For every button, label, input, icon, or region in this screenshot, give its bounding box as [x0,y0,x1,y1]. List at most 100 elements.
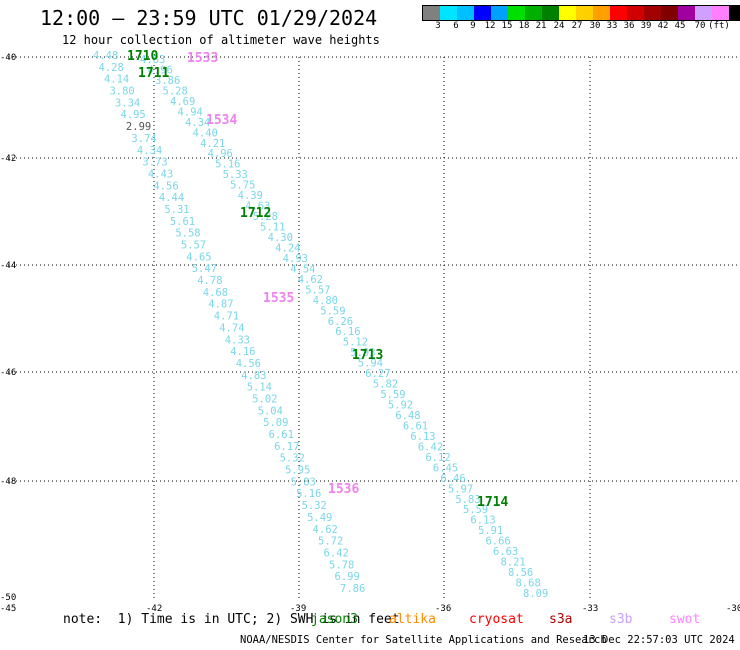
swh-value-label: 5.94 [358,358,383,370]
swh-value-label: 4.96 [148,64,173,76]
color-legend-label: 6 [453,21,459,31]
color-swatch [559,6,576,20]
x-tick-label: -30 [726,604,740,614]
pass-time-label: 1714 [477,495,508,510]
swh-value-label: 6.17 [274,441,299,453]
page-title: 12:00 – 23:59 UTC 01/29/2024 [40,6,378,30]
swh-value-label: 4.63 [245,201,270,213]
swh-value-label: 6.16 [335,326,360,338]
y-tick-label: -46 [0,368,16,378]
swh-value-label: 5.58 [175,228,200,240]
swh-value-label: 5.82 [373,379,398,391]
color-swatch [678,6,695,20]
swh-value-label: 4.94 [178,106,203,118]
swh-value-label: 5.95 [285,465,310,477]
color-swatch [423,6,440,20]
swh-value-label: 5.57 [305,284,330,296]
swh-value-label: 4.54 [290,263,315,275]
satellite-legend-swot: swot [669,612,701,627]
swh-value-label: 6.61 [269,429,294,441]
swh-value-label: 4.83 [241,370,266,382]
footer-note: note: 1) Time is in UTC; 2) SWH is in fe… [63,612,400,627]
swh-value-label: 6.66 [485,536,510,548]
swh-value-label: 4.34 [137,145,162,157]
color-swatch [491,6,508,20]
swh-value-label: 5.61 [170,216,195,228]
swh-value-label: 5.14 [247,382,272,394]
color-swatch [474,6,491,20]
color-legend-unit: (ft) [708,21,730,31]
swh-value-label: 6.42 [418,441,443,453]
swh-value-label: 4.30 [268,232,293,244]
swh-value-label: 4.62 [298,274,323,286]
swh-value-label: 5.91 [478,525,503,537]
swh-value-label: 5.09 [263,417,288,429]
swh-value-label: 5.59 [380,389,405,401]
swh-value-label: 5.02 [252,393,277,405]
swh-value-label: 4.87 [208,299,233,311]
satellite-legend-s3b: s3b [609,612,633,627]
swh-value-label: 8.09 [523,588,548,600]
swh-value-label: 4.24 [275,242,300,254]
swh-value-label: 4.96 [208,148,233,160]
swh-value-label: 5.93 [350,347,375,359]
swh-value-label: 4.21 [200,138,225,150]
x-tick-label: -33 [582,604,598,614]
swh-value-label: 4.71 [214,311,239,323]
color-swatch [576,6,593,20]
x-tick-label: -42 [146,604,162,614]
swh-value-label: 3.74 [131,133,156,145]
swh-value-label: 6.46 [440,473,465,485]
y-tick-label: -42 [0,154,16,164]
pass-time-label: 1710 [127,49,158,64]
color-legend-label: 21 [535,21,547,31]
swh-value-label: 5.04 [258,405,283,417]
color-legend-label: 3 [435,21,441,31]
y-tick-label: -50 [0,593,16,603]
y-tick-label: -40 [0,53,16,63]
color-swatch [729,6,740,20]
color-swatch [661,6,678,20]
pass-time-label: 1713 [352,348,383,363]
pass-time-label: 1535 [263,291,294,306]
color-legend-label: 45 [674,21,686,31]
swh-value-label: 6.27 [365,368,390,380]
color-legend-label: 9 [470,21,476,31]
swh-value-label: 4.78 [197,275,222,287]
color-swatch [593,6,610,20]
swh-value-label: 6.45 [433,462,458,474]
credit-text: NOAA/NESDIS Center for Satellite Applica… [240,634,607,646]
swh-value-label: 4.43 [148,168,173,180]
swh-value-label: 4.93 [283,253,308,265]
swh-value-label: 5.16 [296,488,321,500]
x-tick-label: -36 [435,604,451,614]
swh-value-label: 5.31 [164,204,189,216]
color-swatch [610,6,627,20]
swh-value-label: 4.83 [140,54,165,66]
swh-value-label: 4.44 [159,192,184,204]
swh-value-label: 4.95 [120,109,145,121]
page-subtitle: 12 hour collection of altimeter wave hei… [62,33,380,47]
swh-value-label: 5.75 [230,180,255,192]
color-swatch [508,6,525,20]
color-swatch [525,6,542,20]
swh-value-label: 4.69 [170,96,195,108]
swh-value-label: 5.12 [343,337,368,349]
swh-value-label: 5.28 [163,85,188,97]
pass-time-label: 1534 [206,113,237,128]
swh-value-label: 4.14 [104,74,129,86]
color-swatch [712,6,729,20]
swh-value-label: 6.99 [335,571,360,583]
color-swatch [457,6,474,20]
swh-value-label: 6.13 [470,515,495,527]
swh-value-label: 5.16 [215,159,240,171]
swh-value-label: 4.28 [98,62,123,74]
swh-value-label: 6.42 [324,547,349,559]
color-swatch [542,6,559,20]
y-tick-label: -44 [0,261,16,271]
swh-value-label: 5.59 [463,504,488,516]
swh-value-label: 5.57 [181,240,206,252]
swh-value-label: 4.34 [185,117,210,129]
swh-value-label: 6.61 [403,420,428,432]
